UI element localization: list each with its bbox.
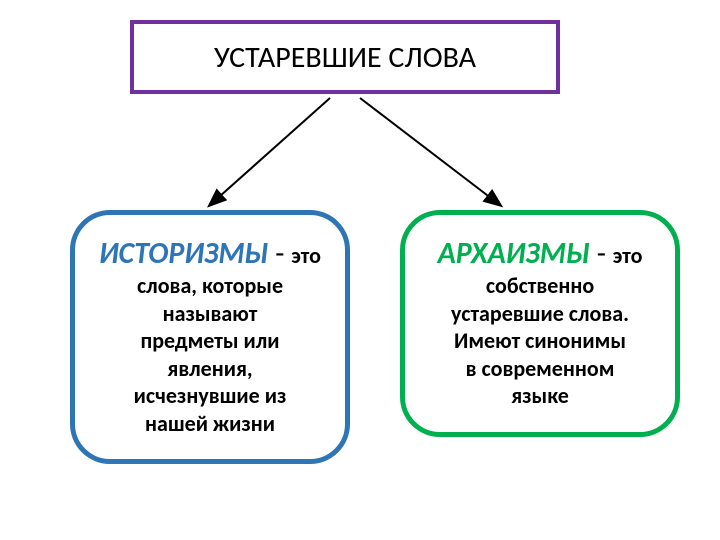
right-desc: собственноустаревшие слова.Имеют синоним… — [423, 272, 657, 410]
right-term: АРХАИЗМЫ — [438, 235, 590, 272]
arrow-left — [210, 98, 330, 205]
left-dash: - — [269, 235, 292, 272]
left-term: ИСТОРИЗМЫ — [99, 235, 269, 272]
right-term-line: АРХАИЗМЫ - это — [423, 235, 657, 272]
right-eto: это — [613, 242, 643, 269]
right-dash: - — [590, 235, 613, 272]
left-term-line: ИСТОРИЗМЫ - это — [93, 235, 327, 272]
left-eto: это — [291, 242, 321, 269]
right-definition-box: АРХАИЗМЫ - это собственноустаревшие слов… — [400, 210, 680, 437]
left-definition-box: ИСТОРИЗМЫ - это слова, которыеназываютпр… — [70, 210, 350, 464]
left-desc: слова, которыеназываютпредметы илиявлени… — [93, 272, 327, 437]
title-box: УСТАРЕВШИЕ СЛОВА — [130, 20, 560, 94]
title-text: УСТАРЕВШИЕ СЛОВА — [214, 39, 476, 76]
arrow-right — [360, 98, 500, 205]
